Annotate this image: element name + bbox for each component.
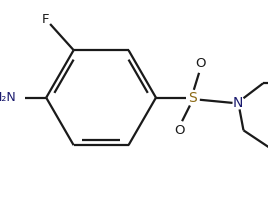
Text: O: O — [195, 57, 206, 70]
Text: H₂N: H₂N — [0, 91, 17, 104]
Text: F: F — [42, 13, 49, 26]
Text: O: O — [175, 124, 185, 137]
Text: S: S — [188, 91, 197, 105]
Text: N: N — [233, 96, 243, 110]
